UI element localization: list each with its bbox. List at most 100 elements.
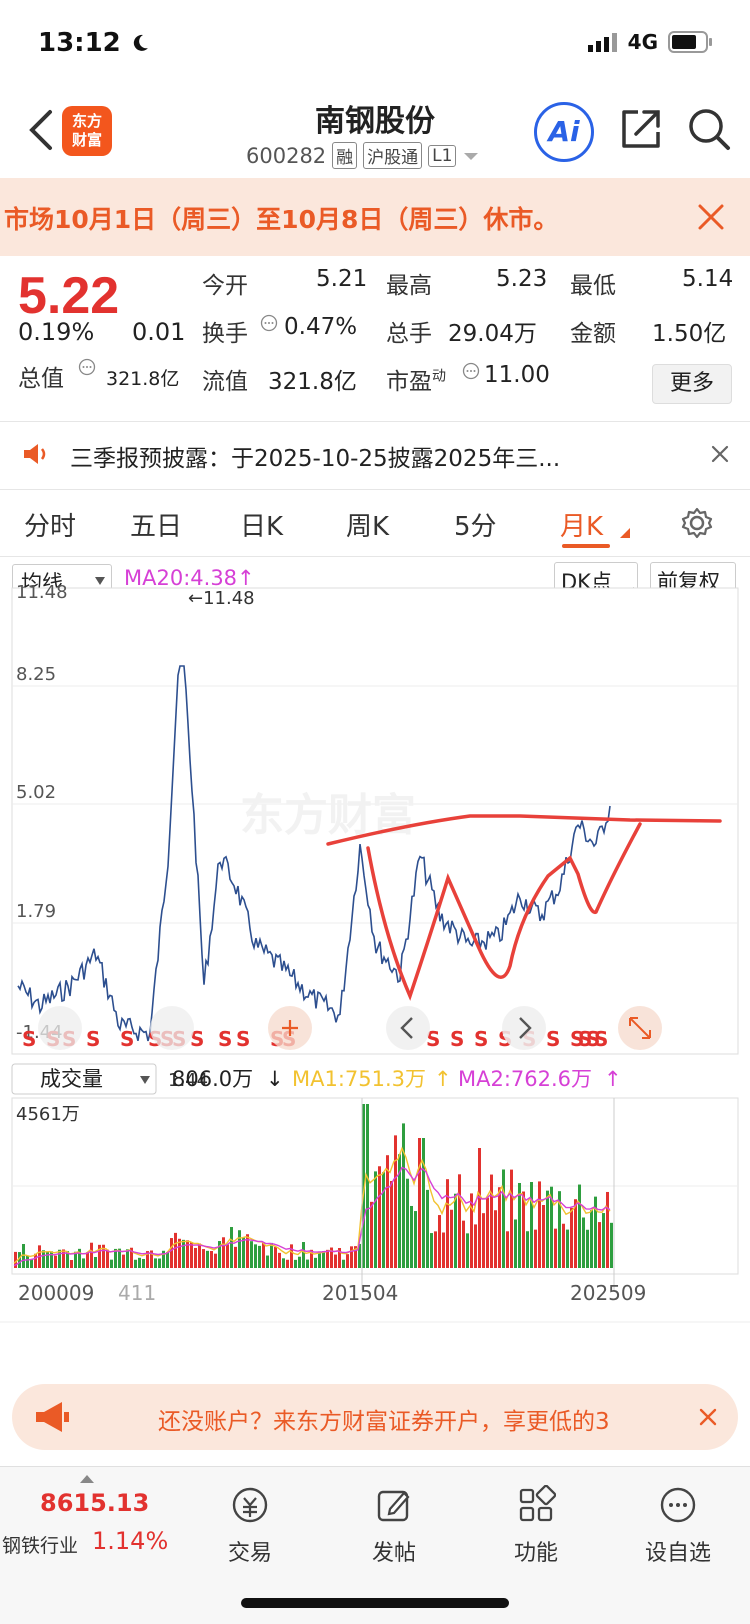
volume-bar: [234, 1246, 237, 1268]
volume-bar: [150, 1250, 153, 1268]
volume-bar: [306, 1259, 309, 1268]
announcement-bar[interactable]: 三季报预披露：于2025-10-25披露2025年三...: [0, 422, 750, 486]
volume-bar: [602, 1213, 605, 1268]
volume-bar: [406, 1178, 409, 1268]
volume-bar: [574, 1199, 577, 1268]
volume-bar: [62, 1249, 65, 1268]
active-tab-indicator: [562, 544, 610, 548]
gear-icon[interactable]: [680, 506, 714, 540]
volume-bar: [114, 1248, 117, 1268]
volume-arrow: ↓: [266, 1067, 284, 1091]
sell-signal: S: [570, 1027, 584, 1051]
annotation-cup-left: [366, 822, 642, 1001]
tab-five-day[interactable]: 五日: [130, 512, 183, 542]
scroll-right-control: [502, 1006, 546, 1050]
volume-max-label: 4561万: [16, 1104, 80, 1125]
volume-bar: [246, 1234, 249, 1268]
volume-bar: [514, 1219, 517, 1268]
nav-add-watchlist[interactable]: 设自选: [618, 1477, 738, 1567]
volume-bar: [50, 1251, 53, 1268]
volume-bar: [474, 1224, 477, 1268]
kline-chart[interactable]: 东方财富 11.488.255.021.79-1.44 ←11.48 1.44 …: [0, 556, 750, 1346]
volume-bar: [386, 1155, 389, 1268]
volume-bar: [182, 1239, 185, 1268]
more-button[interactable]: 更多: [652, 364, 732, 404]
x-label-start: 200009: [18, 1281, 94, 1305]
tab-intraday[interactable]: 分时: [24, 512, 77, 542]
index-value[interactable]: 8615.13: [40, 1489, 150, 1517]
ai-button[interactable]: Ai: [534, 102, 594, 162]
volume-bar: [378, 1166, 381, 1268]
volume-bar: [330, 1247, 333, 1268]
volume-bar: [598, 1222, 601, 1268]
nav-trade[interactable]: 交易: [190, 1477, 310, 1567]
volume-bar: [490, 1174, 493, 1268]
volume-bar: [346, 1254, 349, 1268]
volume-bar: [446, 1179, 449, 1268]
sell-signal: S: [218, 1027, 232, 1051]
volume-bar: [102, 1244, 105, 1268]
volume-bar: [138, 1257, 141, 1268]
volume-bar: [326, 1249, 329, 1268]
volume-bar: [70, 1259, 73, 1268]
volume-dropdown: [11, 1063, 157, 1095]
volume-bar: [194, 1247, 197, 1268]
y-tick-labels: 11.488.255.021.79-1.44: [16, 582, 68, 1043]
share-icon[interactable]: [618, 106, 664, 152]
volume-bar: [30, 1259, 33, 1268]
tab-monthly-k[interactable]: 月K: [560, 512, 604, 542]
close-icon[interactable]: [696, 202, 726, 232]
volume-bar: [370, 1201, 373, 1268]
volume-bar: [258, 1245, 261, 1268]
stock-code-line[interactable]: 600282 融 沪股通 L1: [246, 142, 480, 169]
grid-icon: [519, 1484, 557, 1522]
amount-value: 1.50亿: [652, 321, 727, 347]
megaphone-icon: [36, 1402, 69, 1432]
back-icon[interactable]: [26, 108, 56, 152]
close-icon[interactable]: [698, 1407, 718, 1427]
tag-level: L1: [428, 144, 457, 167]
volume-bar: [34, 1253, 37, 1268]
y-tick-label: 1.79: [16, 901, 56, 922]
tab-daily-k[interactable]: 日K: [240, 512, 284, 542]
volume-bar: [466, 1233, 469, 1268]
volume-bar: [214, 1253, 217, 1268]
open-account-promo[interactable]: 还没账户？来东方财富证券开户，享更低的3: [12, 1384, 738, 1450]
tab-weekly-k[interactable]: 周K: [346, 512, 390, 542]
volume-bar: [426, 1189, 429, 1268]
volume-bar: [542, 1205, 545, 1268]
nav-post[interactable]: 发帖: [334, 1477, 454, 1567]
float-value-label: 流值: [202, 369, 248, 395]
close-icon[interactable]: [710, 444, 730, 464]
low-value: 5.14: [682, 266, 734, 292]
volume-bar: [610, 1222, 613, 1268]
info-icon[interactable]: [78, 358, 96, 376]
volume-bar: [414, 1211, 417, 1268]
volume-bar: [282, 1258, 285, 1268]
volume-bar: [22, 1244, 25, 1268]
volume-bar: [250, 1241, 253, 1268]
volume-bar: [362, 1104, 365, 1268]
sell-signal: S: [474, 1027, 488, 1051]
y-tick-label: 11.48: [16, 582, 68, 603]
total-value-label: 总值: [18, 366, 64, 392]
volume-bar: [358, 1243, 361, 1268]
tab-5min[interactable]: 5分: [454, 512, 497, 542]
volume-bar: [178, 1238, 181, 1268]
quote-panel: 5.22 0.19% 0.01 总值 321.8亿 今开 5.21 最高 5.2…: [0, 256, 750, 421]
info-icon[interactable]: [260, 314, 278, 332]
x-label-end: 202509: [570, 1281, 646, 1305]
volume-bar: [382, 1172, 385, 1268]
nav-functions[interactable]: 功能: [476, 1477, 596, 1567]
signal-icon: [587, 33, 617, 52]
volume-bar: [82, 1258, 85, 1268]
info-icon[interactable]: [462, 362, 480, 380]
ma20-value: MA20:4.38↑: [124, 566, 255, 590]
volume-bar: [286, 1259, 289, 1268]
more-dots-icon: [660, 1487, 696, 1523]
industry-label[interactable]: 钢铁行业: [2, 1535, 79, 1557]
y-tick-label: 8.25: [16, 664, 56, 685]
volume-bar: [298, 1256, 301, 1268]
volume-bar: [394, 1135, 397, 1268]
search-icon[interactable]: [686, 106, 732, 152]
